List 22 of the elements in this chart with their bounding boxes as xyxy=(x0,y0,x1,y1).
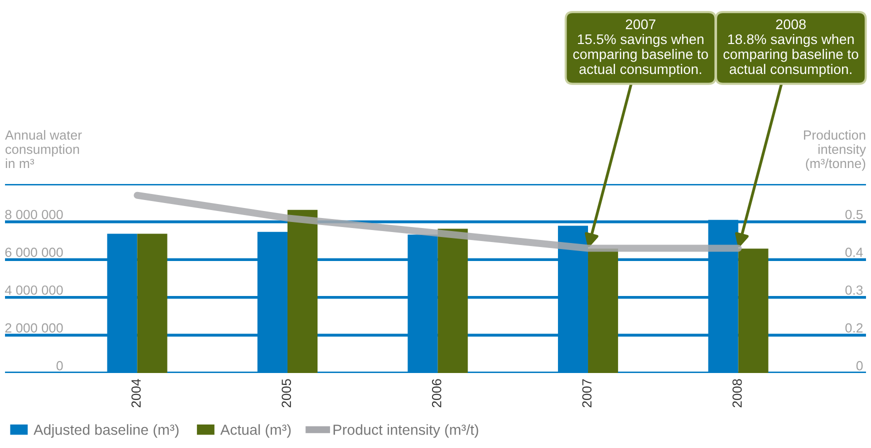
legend-label: Actual (m³) xyxy=(220,424,291,438)
y-tick-label: 2 000 000 xyxy=(5,323,63,333)
y-tick-label: 8 000 000 xyxy=(5,210,63,220)
legend-label: Product intensity (m³/t) xyxy=(334,424,478,438)
y-axis-title: Annual water consumption in m³ xyxy=(5,130,82,168)
legend-label: Adjusted baseline (m³) xyxy=(34,424,179,438)
y-tick-label: 4 000 000 xyxy=(4,285,63,295)
annotation: 2007 15.5% savings when comparing baseline to actual consumption. xyxy=(573,19,708,77)
y2-tick-label: 0.3 xyxy=(845,285,863,295)
x-tick-label: 2006 xyxy=(432,379,442,408)
y2-tick-label: 0 xyxy=(856,361,863,370)
x-tick-label: 2007 xyxy=(582,379,592,408)
y2-axis-title: Production intensity (m³/tonne) xyxy=(804,130,866,171)
y2-tick-label: 0.4 xyxy=(845,248,863,257)
x-tick-label: 2005 xyxy=(282,379,292,408)
y-tick-label: 0 xyxy=(56,361,63,370)
x-tick-label: 2008 xyxy=(732,379,742,408)
y-tick-label: 6 000 000 xyxy=(5,248,63,257)
y2-tick-label: 0.5 xyxy=(845,210,863,220)
y2-tick-label: 0.2 xyxy=(845,323,863,333)
annotation: 2008 18.8% savings when comparing baseline to actual consumption. xyxy=(724,19,858,77)
x-tick-label: 2004 xyxy=(131,378,141,408)
